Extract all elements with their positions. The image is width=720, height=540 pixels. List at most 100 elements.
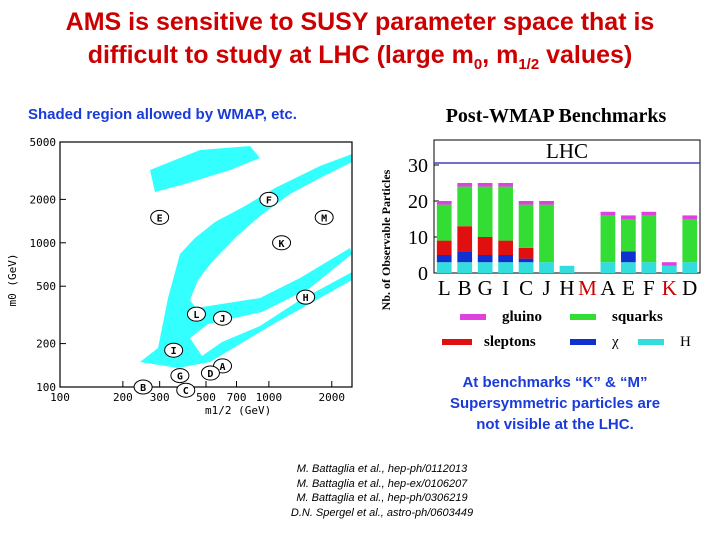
map-y-tick-label: 200 <box>36 338 56 351</box>
bar-l-segment <box>436 201 452 205</box>
benchmark-point-label: B <box>140 383 146 394</box>
title-sub-half: 1/2 <box>518 56 540 73</box>
bar-y-tick-label: 30 <box>408 155 428 177</box>
bar-g-segment <box>477 237 493 255</box>
map-y-tick-label: 500 <box>36 280 56 293</box>
bar-category-label: E <box>622 276 635 300</box>
references: M. Battaglia et al., hep-ph/0112013 M. B… <box>262 462 502 520</box>
legend-item-chi: χ <box>570 334 619 350</box>
map-y-tick-label: 5000 <box>30 136 57 149</box>
benchmark-point-label: J <box>220 314 226 325</box>
legend-item-gluino: gluino <box>460 309 542 325</box>
benchmark-point-label: I <box>171 346 177 357</box>
bar-l-segment <box>436 204 452 241</box>
bar-category-label: F <box>643 276 655 300</box>
bar-d-segment <box>682 219 698 263</box>
legend-item-h: H <box>638 334 691 350</box>
bar-b-segment <box>457 186 473 227</box>
reference-2: M. Battaglia et al., hep-ex/0106207 <box>296 477 468 490</box>
bar-l-segment <box>436 262 452 273</box>
legend-label: χ <box>611 334 619 350</box>
bar-category-label: H <box>559 276 574 300</box>
title-line-2-start: difficult to study at LHC (large m <box>87 41 474 69</box>
title-line-2-end: values) <box>539 41 633 69</box>
bar-d-segment <box>682 262 698 273</box>
title-sub-0: 0 <box>473 56 483 73</box>
bar-e-segment <box>621 215 636 219</box>
slide-title: AMS is sensitive to SUSY parameter space… <box>0 6 720 81</box>
map-x-tick-label: 300 <box>150 391 170 404</box>
lhc-annotation: LHC <box>546 139 588 163</box>
legend-item-squarks: squarks <box>570 309 663 325</box>
bar-h-segment <box>559 265 575 273</box>
bar-l-segment <box>436 255 452 263</box>
map-x-tick-label: 100 <box>50 391 70 404</box>
bar-f-segment <box>641 262 657 273</box>
benchmark-point-l: L <box>186 306 206 322</box>
bar-i-segment <box>498 183 513 187</box>
bar-category-label: K <box>662 276 677 300</box>
reference-4: D.N. Spergel et al., astro-ph/0603449 <box>290 506 474 519</box>
benchmark-point-label: K <box>279 239 285 250</box>
bar-d-segment <box>682 215 698 219</box>
bar-f-segment <box>641 215 657 263</box>
bar-l-segment <box>436 240 452 255</box>
map-x-tick-label: 200 <box>113 391 133 404</box>
title-line-2-mid: , m <box>482 41 519 69</box>
benchmark-point-e: E <box>150 209 170 225</box>
allowed-region <box>140 146 352 368</box>
map-x-tick-label: 500 <box>196 391 216 404</box>
bar-k-segment <box>661 262 677 266</box>
legend-item-sleptons: sleptons <box>442 334 536 350</box>
bar-b-segment <box>457 183 473 187</box>
benchmark-point-m: M <box>314 209 334 225</box>
benchmark-note: At benchmarks “K” & “M” Supersymmetric p… <box>405 372 705 435</box>
legend-label: sleptons <box>484 334 536 350</box>
benchmark-point-label: D <box>207 369 213 380</box>
bar-a-segment <box>600 262 616 273</box>
bar-j-segment <box>539 262 554 273</box>
benchmark-bar-chart: Post-WMAP Benchmarks Nb. of Observable P… <box>379 105 701 350</box>
bar-a-segment <box>600 215 616 263</box>
bar-category-label: D <box>682 276 697 300</box>
benchmark-point-label: G <box>177 372 183 383</box>
benchmark-point-label: C <box>183 386 189 397</box>
map-y-tick-label: 100 <box>36 381 56 394</box>
bar-category-label: A <box>600 276 616 300</box>
bar-e-segment <box>621 262 636 273</box>
benchmark-note-line-2: Supersymmetric particles are <box>449 395 661 412</box>
bar-g-segment <box>477 255 493 263</box>
bar-category-label: B <box>458 276 472 300</box>
bar-y-tick-label: 20 <box>408 191 428 213</box>
bar-i-segment <box>498 186 513 241</box>
map-x-tick-label: 2000 <box>319 391 346 404</box>
bar-g-segment <box>477 186 493 237</box>
bar-b-segment <box>457 251 473 263</box>
bar-i-segment <box>498 255 513 263</box>
map-y-axis-label: m0 (GeV) <box>6 254 19 307</box>
shaded-region-note: Shaded region allowed by WMAP, etc. <box>28 106 297 123</box>
bar-y-tick-label: 0 <box>418 263 428 285</box>
bar-b-segment <box>457 262 473 273</box>
bar-i-segment <box>498 262 513 273</box>
bar-g-segment <box>477 262 493 273</box>
title-line-1: AMS is sensitive to SUSY parameter space… <box>65 8 655 36</box>
benchmark-point-h: H <box>296 289 316 305</box>
benchmark-note-line-1: At benchmarks “K” & “M” <box>462 374 648 391</box>
bar-c-segment <box>518 262 534 273</box>
bar-category-label: I <box>502 276 509 300</box>
bar-category-label: J <box>542 276 550 300</box>
benchmark-point-label: H <box>303 293 309 304</box>
benchmark-point-c: C <box>176 382 196 398</box>
map-x-axis-label: m1/2 (GeV) <box>205 404 271 417</box>
map-x-tick-label: 1000 <box>256 391 283 404</box>
legend-label: squarks <box>612 309 663 325</box>
benchmark-point-b: B <box>133 379 153 395</box>
benchmark-point-label: A <box>220 362 226 373</box>
benchmark-map-chart: 100 200 300 500 700 1000 2000 100 200 500 1000 2000… <box>6 136 353 417</box>
benchmark-point-label: F <box>266 195 272 206</box>
bar-chart-title: Post-WMAP Benchmarks <box>446 105 667 127</box>
bar-j-segment <box>539 201 554 205</box>
map-x-tick-label: 700 <box>227 391 247 404</box>
benchmark-point-i: I <box>164 342 184 358</box>
